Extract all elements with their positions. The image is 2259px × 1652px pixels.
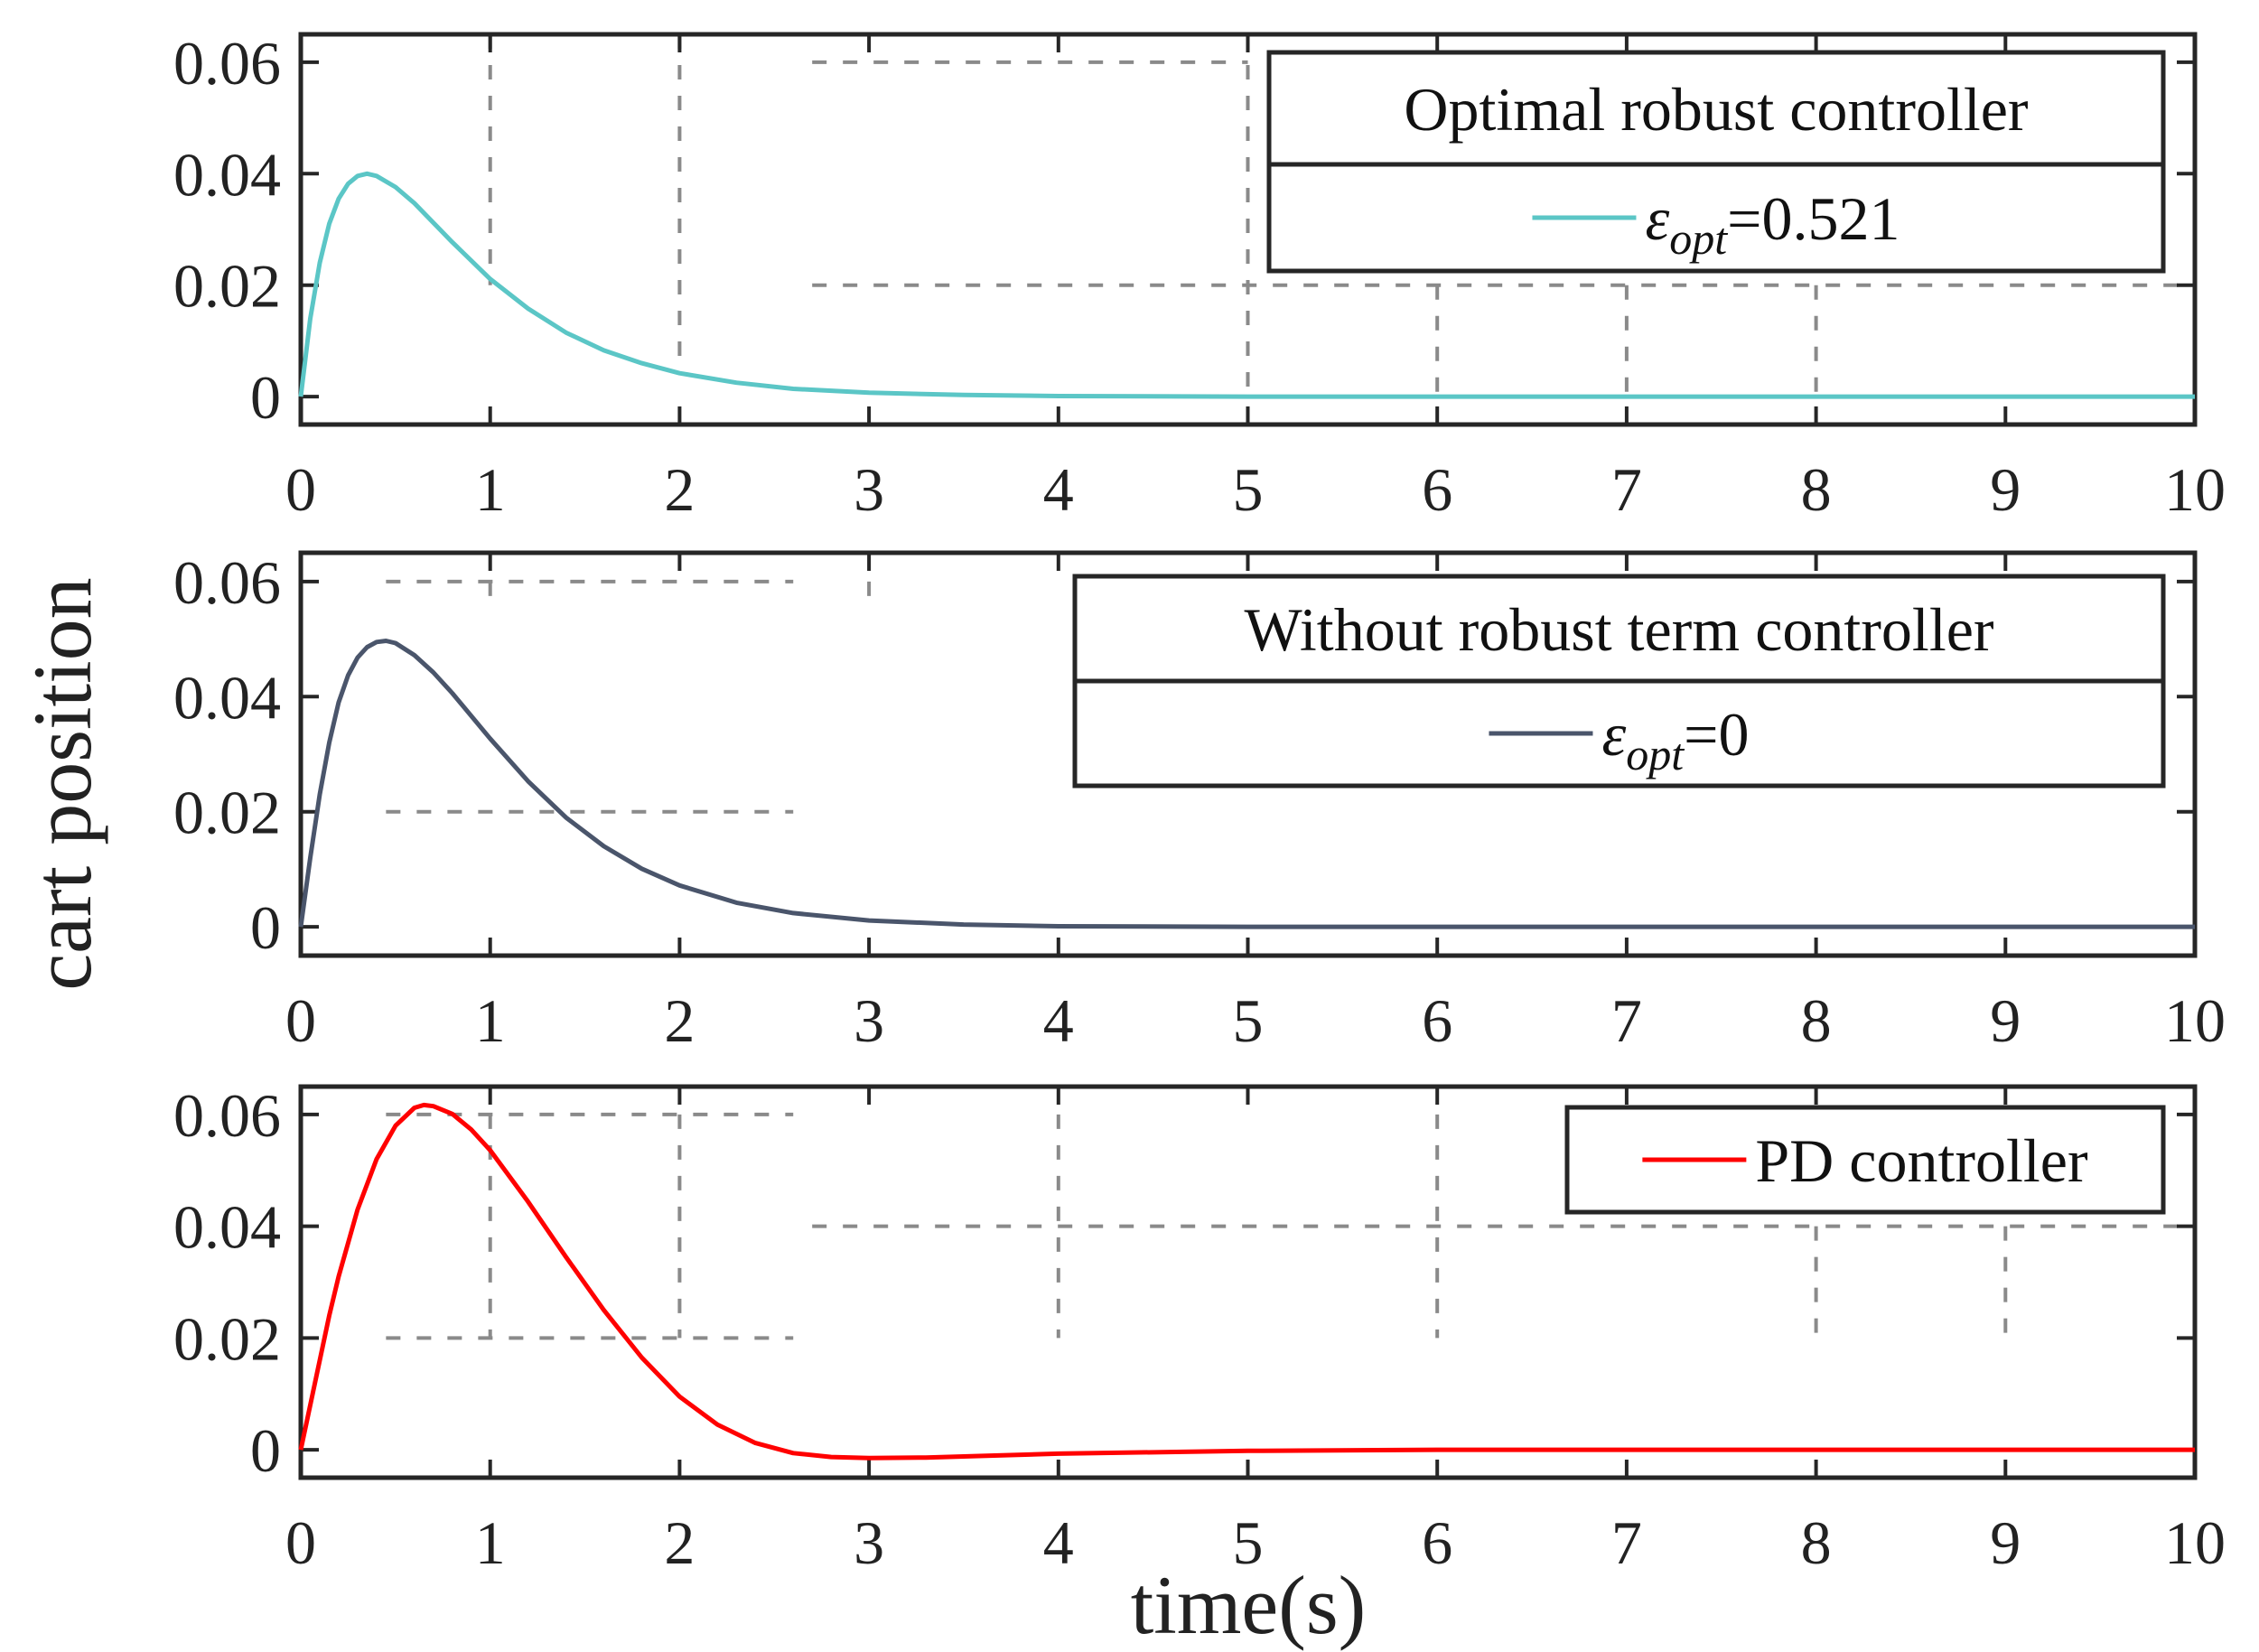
x-tick-label: 2 xyxy=(664,986,695,1055)
subplot-1: 0 1 2 3 4 5 6 7 8 9 10 0 0.02 0.04 0.06 Optimal robust … xyxy=(173,29,2226,524)
y-tick-label: 0.06 xyxy=(173,548,281,617)
x-tick-label: 10 xyxy=(2164,1508,2226,1577)
y-tick-label: 0.02 xyxy=(173,252,281,321)
x-tick-label: 9 xyxy=(1990,986,2021,1055)
y-tick-label: 0 xyxy=(250,893,281,962)
x-tick-label: 4 xyxy=(1043,455,1074,524)
legend: Without robust term controller εopt=0 xyxy=(1072,574,2166,789)
y-tick-label: 0.02 xyxy=(173,1304,281,1373)
x-tick-label: 6 xyxy=(1422,1508,1452,1577)
x-tick-label: 3 xyxy=(854,986,884,1055)
x-tick-label: 5 xyxy=(1233,986,1264,1055)
x-tick-label: 7 xyxy=(1611,1508,1642,1577)
x-tick-label: 4 xyxy=(1043,986,1074,1055)
legend-title: Optimal robust controller xyxy=(1404,75,2029,144)
x-tick-label: 6 xyxy=(1422,986,1452,1055)
x-tick-label: 6 xyxy=(1422,455,1452,524)
x-axis-label: time(s) xyxy=(1131,1559,1367,1651)
x-tick-label: 0 xyxy=(285,986,316,1055)
series-line xyxy=(298,171,2195,399)
x-tick-label: 2 xyxy=(664,455,695,524)
x-tick-label: 5 xyxy=(1233,455,1264,524)
x-tick-label: 1 xyxy=(475,986,506,1055)
y-tick-label: 0.06 xyxy=(173,1081,281,1150)
x-tick-label: 10 xyxy=(2164,455,2226,524)
x-tick-label: 10 xyxy=(2164,986,2226,1055)
x-tick-label: 1 xyxy=(475,455,506,524)
legend: PD controller xyxy=(1564,1105,2166,1215)
subplot-2: 0 1 2 3 4 5 6 7 8 9 10 0 0.02 0.04 0.06 Without robust … xyxy=(173,548,2226,1055)
legend-title: Without robust term controller xyxy=(1244,595,1993,664)
x-tick-label: 8 xyxy=(1801,1508,1832,1577)
x-tick-label: 8 xyxy=(1801,986,1832,1055)
x-tick-label: 0 xyxy=(285,455,316,524)
y-tick-label: 0.06 xyxy=(173,29,281,98)
x-tick-label: 4 xyxy=(1043,1508,1074,1577)
y-tick-label: 0.04 xyxy=(173,663,281,732)
y-tick-label: 0.04 xyxy=(173,1193,281,1262)
y-axis-label: cart position xyxy=(16,577,108,990)
x-tick-label: 0 xyxy=(285,1508,316,1577)
y-tick-label: 0 xyxy=(250,1416,281,1485)
legend-box xyxy=(1266,50,2166,274)
x-tick-label: 9 xyxy=(1990,455,2021,524)
x-tick-label: 2 xyxy=(664,1508,695,1577)
x-tick-label: 9 xyxy=(1990,1508,2021,1577)
subplot-3: 0 1 2 3 4 5 6 7 8 9 10 0 0.02 0.04 0.06 PD controller xyxy=(173,1081,2226,1577)
x-tick-label: 1 xyxy=(475,1508,506,1577)
x-tick-label: 3 xyxy=(854,455,884,524)
y-tick-label: 0.02 xyxy=(173,779,281,847)
x-tick-label: 7 xyxy=(1611,986,1642,1055)
series-line xyxy=(298,1102,2195,1461)
x-tick-label: 3 xyxy=(854,1508,884,1577)
x-tick-label: 7 xyxy=(1611,455,1642,524)
x-tick-label: 8 xyxy=(1801,455,1832,524)
legend-entry-label: εopt=0 xyxy=(1601,700,1749,779)
legend-entry-label: PD controller xyxy=(1755,1126,2088,1195)
y-tick-label: 0 xyxy=(250,363,281,432)
legend: Optimal robust controller εopt=0.521 xyxy=(1266,50,2166,274)
y-tick-label: 0.04 xyxy=(173,140,281,209)
series-line xyxy=(298,639,2195,929)
legend-entry-label: εopt=0.521 xyxy=(1645,184,1900,264)
x-tick-label: 5 xyxy=(1233,1508,1264,1577)
